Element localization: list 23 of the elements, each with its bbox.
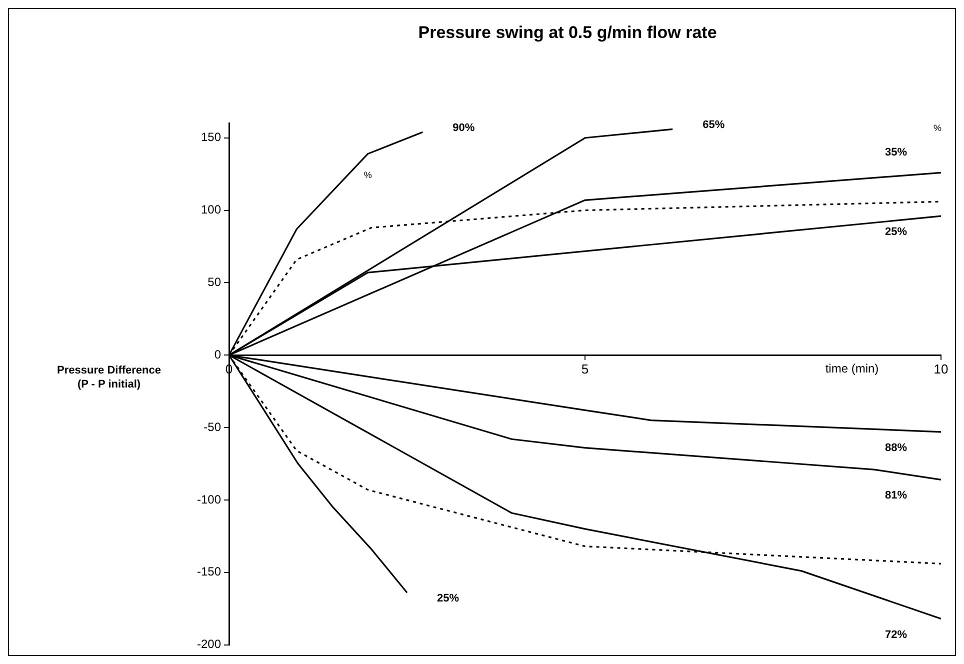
- x-axis-title: time (min): [825, 361, 879, 376]
- series-label: 72%: [884, 628, 908, 641]
- series-label: 35%: [884, 146, 908, 159]
- annotation: %: [933, 123, 942, 134]
- text: 25%: [437, 592, 460, 605]
- text: 65%: [702, 119, 725, 132]
- y-tick-label: -200: [196, 637, 222, 652]
- y-tick-label: 50: [208, 275, 222, 290]
- text: 90%: [452, 122, 475, 134]
- y-tick-label: 0: [214, 347, 222, 362]
- series-label: 25%: [884, 226, 908, 238]
- y-tick-label: -100: [196, 492, 222, 506]
- y-tick-label: 100: [200, 202, 222, 217]
- y-axis-title: Pressure Difference (P - P initial): [57, 364, 161, 391]
- x-tick-label: 5: [581, 362, 589, 377]
- series-label: 88%: [884, 442, 908, 454]
- annotation: %: [364, 170, 372, 180]
- chart-title: Pressure swing at 0.5 g/min flow rate: [418, 22, 717, 42]
- series-label: 81%: [884, 490, 908, 502]
- x-tick-label: 10: [934, 362, 948, 377]
- y-tick-label: 150: [200, 130, 222, 144]
- y-tick-label: -50: [204, 420, 222, 434]
- y-tick-label: -150: [196, 564, 222, 579]
